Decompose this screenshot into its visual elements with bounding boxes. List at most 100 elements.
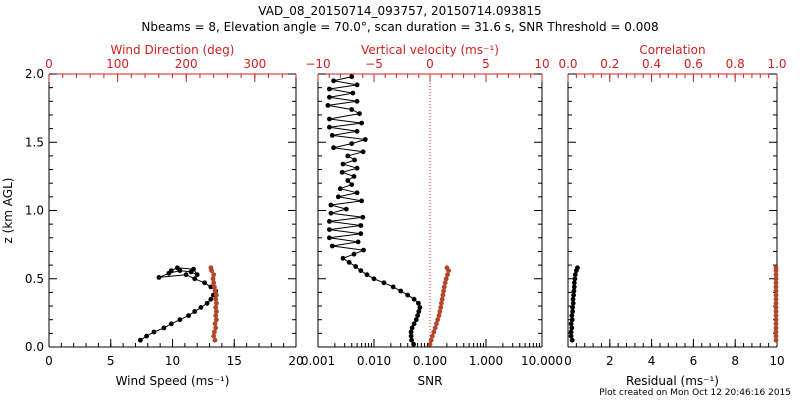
data-point <box>337 186 343 192</box>
data-point <box>773 284 779 290</box>
data-point <box>327 86 332 92</box>
data-point <box>212 321 218 327</box>
data-point <box>439 296 445 302</box>
data-point <box>408 329 414 335</box>
data-point <box>398 288 404 294</box>
data-point <box>352 157 357 163</box>
data-point <box>214 300 219 306</box>
data-point <box>443 276 449 282</box>
y-tick-label: 1.5 <box>25 135 44 149</box>
data-point <box>773 296 779 302</box>
plot-created-footer: Plot created on Mon Oct 12 20:46:16 2015 <box>599 388 791 398</box>
data-point <box>409 337 414 343</box>
data-point <box>327 227 332 233</box>
data-point <box>208 265 214 271</box>
data-point <box>183 272 189 278</box>
data-point <box>327 219 332 224</box>
data-point <box>328 210 334 216</box>
data-point <box>570 305 575 310</box>
data-point <box>346 260 352 265</box>
data-point <box>441 284 447 290</box>
data-point <box>340 161 346 167</box>
data-point <box>381 280 387 286</box>
data-point <box>360 149 366 155</box>
data-point <box>213 325 219 331</box>
data-point <box>355 239 361 245</box>
x-axis-label: SNR <box>418 374 443 388</box>
x2-tick-label: 0.0 <box>558 57 577 71</box>
series-line-1 <box>140 267 217 341</box>
data-point <box>361 247 366 253</box>
data-point <box>415 313 420 318</box>
data-point <box>212 284 217 290</box>
data-point <box>211 333 217 339</box>
data-point <box>773 292 779 298</box>
data-point <box>359 120 364 126</box>
data-point <box>350 90 356 96</box>
data-point <box>156 275 162 280</box>
data-point <box>213 296 219 302</box>
data-point <box>353 264 358 269</box>
data-point <box>773 300 779 306</box>
data-point <box>571 292 576 298</box>
x-tick-label: 15 <box>227 354 242 368</box>
x2-tick-label: 5 <box>482 57 490 71</box>
x-tick-label: 20 <box>288 354 303 368</box>
data-point <box>211 280 217 286</box>
data-point <box>331 78 336 84</box>
x-tick-label: 10 <box>165 354 180 368</box>
data-point <box>340 255 346 261</box>
data-point <box>436 313 442 318</box>
x-tick-label: 4 <box>648 354 656 368</box>
x2-tick-label: −10 <box>305 57 330 71</box>
data-point <box>416 300 421 306</box>
data-point <box>569 313 575 318</box>
data-point <box>442 280 448 286</box>
data-point <box>432 325 438 331</box>
data-point <box>445 272 450 278</box>
data-point <box>571 284 577 290</box>
data-point <box>168 321 174 327</box>
x-tick-label: 0 <box>45 354 53 368</box>
data-point <box>213 313 219 318</box>
data-point <box>773 325 779 331</box>
data-point <box>138 337 143 343</box>
data-point <box>568 321 574 327</box>
data-point <box>349 141 355 147</box>
data-point <box>202 280 208 286</box>
data-point <box>354 128 360 134</box>
data-point <box>357 111 362 116</box>
data-point <box>211 272 217 278</box>
series-line-1 <box>327 76 421 345</box>
data-point <box>773 333 779 339</box>
data-point <box>437 309 443 314</box>
data-point <box>327 124 332 130</box>
data-point <box>371 276 377 282</box>
data-point <box>354 165 360 171</box>
data-point <box>360 214 366 220</box>
data-point <box>773 265 779 271</box>
x-tick-label: 0.100 <box>413 354 447 368</box>
data-point <box>773 276 779 282</box>
data-point <box>358 231 364 237</box>
x-axis-label: Wind Speed (ms⁻¹) <box>116 374 230 388</box>
figure-title-line2: Nbeams = 8, Elevation angle = 70.0°, sca… <box>141 20 658 34</box>
x2-tick-label: 0 <box>45 57 53 71</box>
data-point <box>175 265 180 271</box>
data-point <box>571 288 577 294</box>
y-tick-label: 2.0 <box>25 67 44 81</box>
data-point <box>364 272 370 278</box>
data-point <box>212 288 218 294</box>
data-point <box>214 292 219 298</box>
data-point <box>331 145 336 151</box>
figure-title-line1: VAD_08_20150714_093757, 20150714.093815 <box>258 4 541 18</box>
data-point <box>214 309 219 314</box>
x2-tick-label: 200 <box>175 57 198 71</box>
data-point <box>191 266 196 272</box>
data-point <box>416 309 422 314</box>
data-point <box>213 305 219 310</box>
data-point <box>214 317 219 323</box>
data-point <box>192 276 198 282</box>
x-tick-label: 0 <box>564 354 572 368</box>
